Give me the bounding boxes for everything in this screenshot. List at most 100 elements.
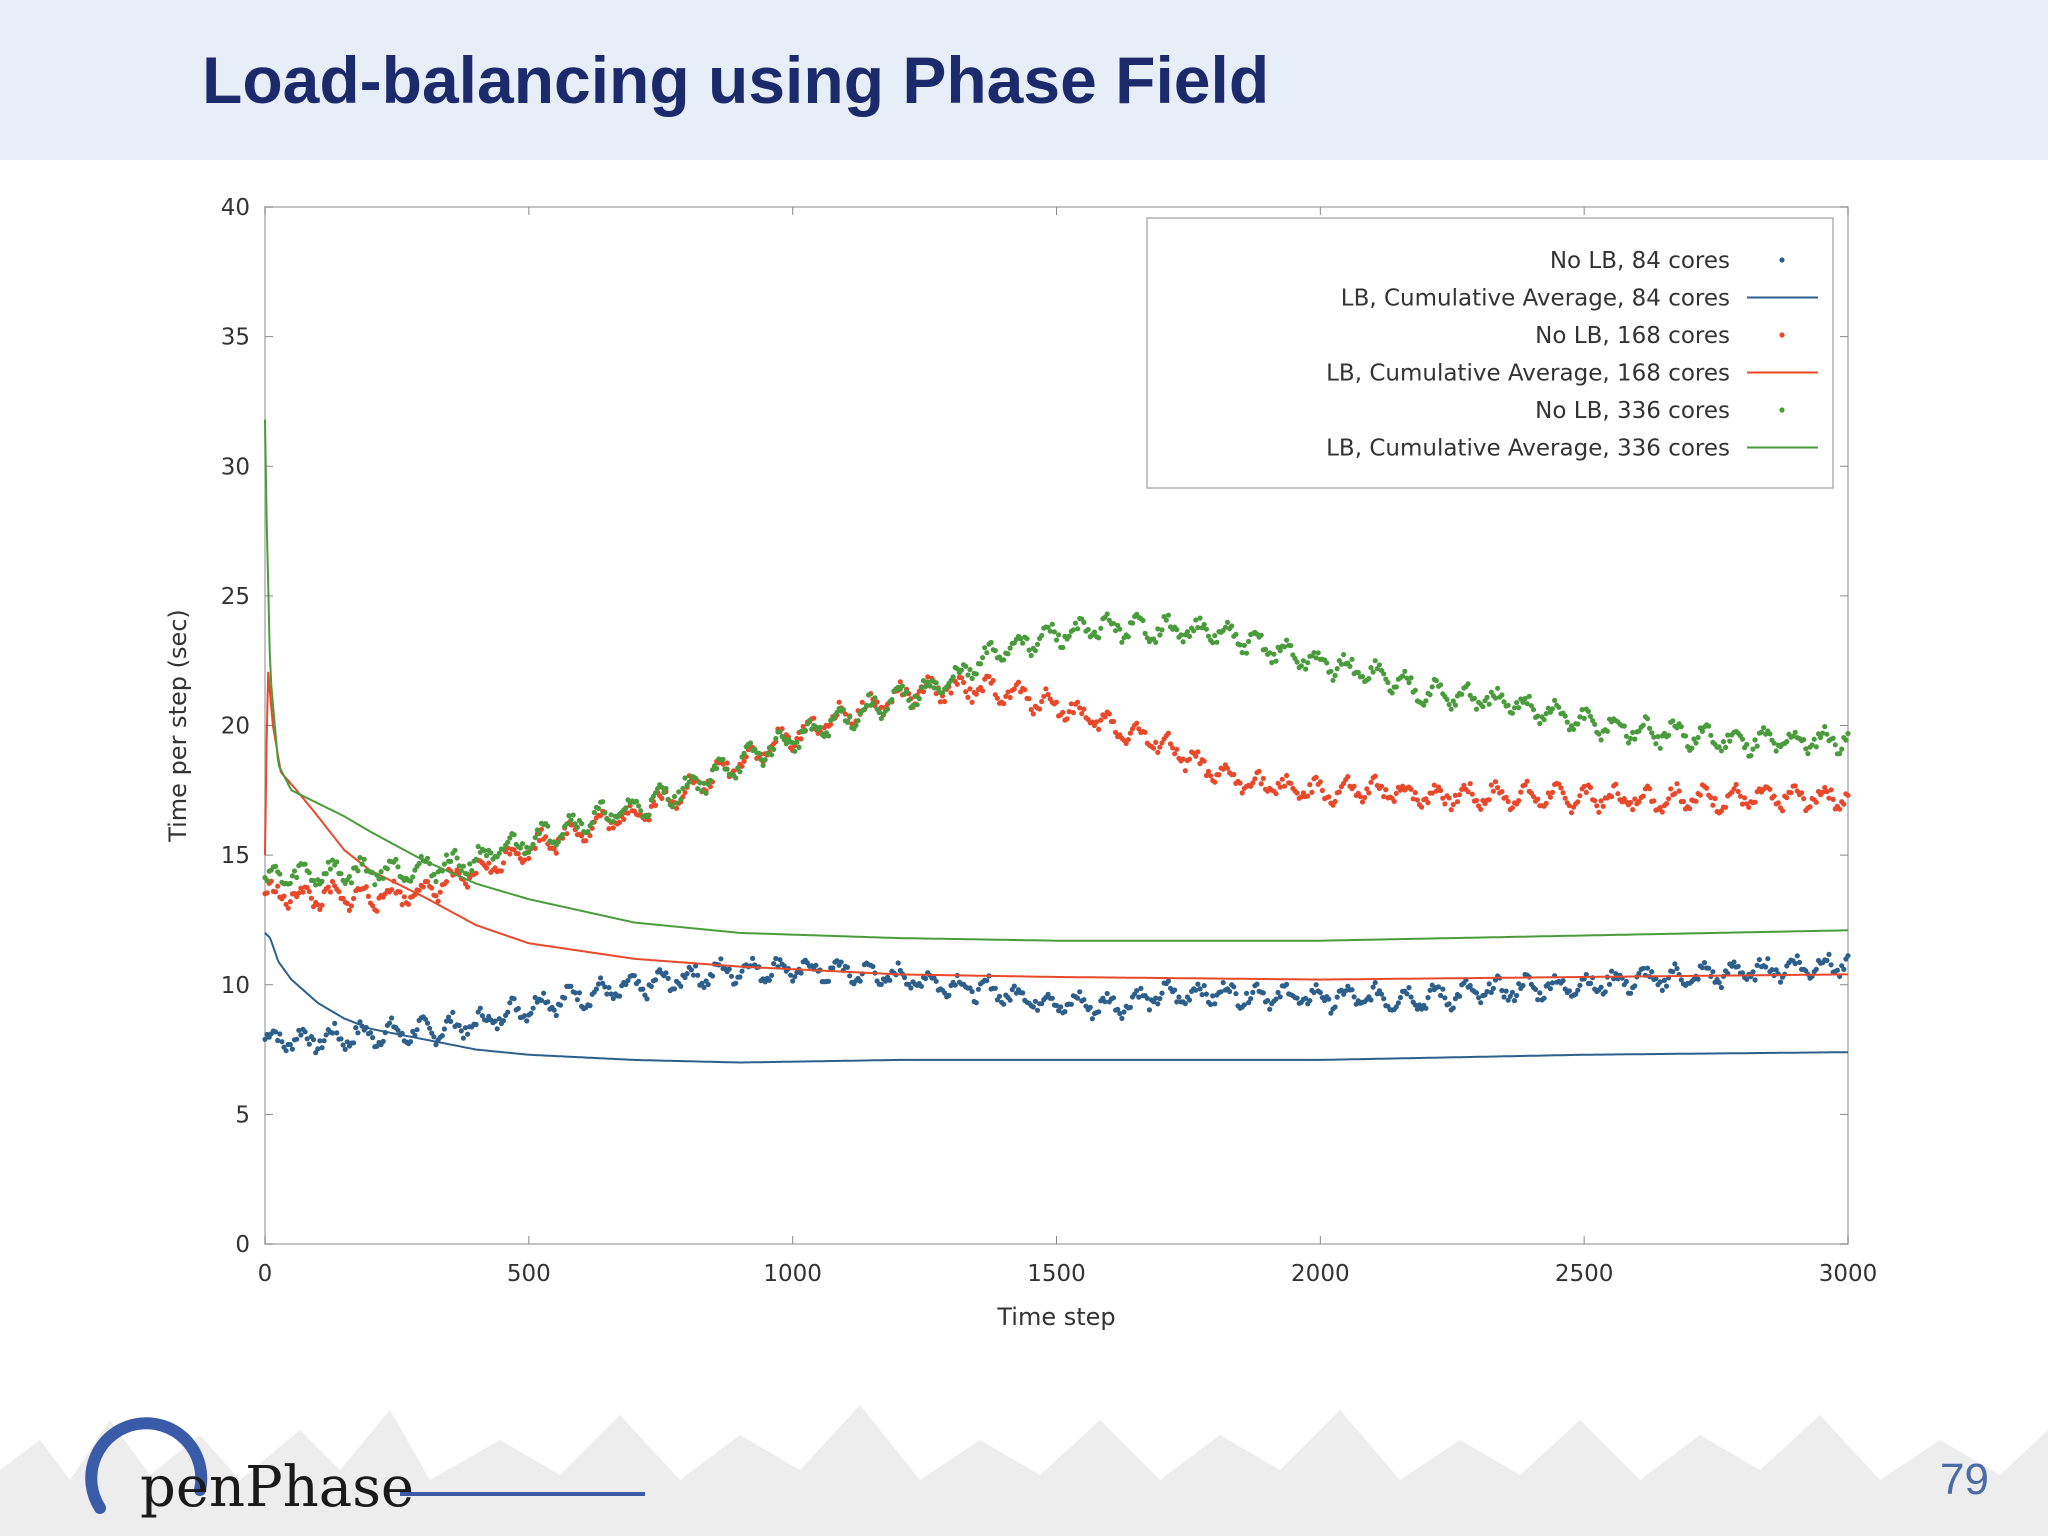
data-point	[1155, 626, 1161, 632]
data-point	[792, 748, 798, 754]
data-point	[652, 790, 659, 796]
data-point	[1676, 788, 1682, 794]
data-point	[1450, 698, 1456, 704]
data-point	[1408, 994, 1414, 1000]
data-point	[424, 879, 431, 885]
data-point	[555, 839, 562, 845]
data-point	[929, 678, 935, 684]
data-point	[1182, 768, 1188, 774]
data-point	[847, 714, 853, 720]
data-point	[1615, 791, 1621, 797]
data-point	[1621, 723, 1627, 729]
data-point	[1478, 806, 1484, 812]
data-point	[811, 715, 817, 721]
data-point	[405, 901, 412, 907]
data-point	[1651, 734, 1657, 740]
data-point	[844, 719, 851, 725]
data-point	[1668, 786, 1674, 792]
data-point	[1573, 991, 1579, 997]
data-point	[1794, 953, 1800, 959]
data-point	[1507, 993, 1513, 999]
data-point	[1098, 625, 1104, 631]
data-point	[709, 973, 716, 979]
data-point	[1585, 708, 1591, 715]
data-point	[1431, 782, 1437, 788]
data-point	[1406, 680, 1412, 686]
chart: 0 500 1000 1500 2000 2500 3000 0 5 10 15 20 25 30 35 40…	[164, 195, 1877, 1331]
data-point	[863, 702, 870, 709]
data-point	[870, 963, 876, 970]
data-point	[762, 757, 768, 763]
data-point	[475, 1009, 481, 1015]
data-point	[1837, 751, 1843, 757]
data-point	[1670, 718, 1676, 724]
data-point	[648, 983, 654, 990]
data-point	[1246, 638, 1252, 645]
data-point	[1505, 997, 1511, 1003]
data-point	[1324, 660, 1330, 666]
data-point	[1153, 639, 1159, 646]
data-point	[281, 893, 287, 899]
data-point	[408, 878, 414, 884]
data-point	[878, 981, 884, 988]
data-point	[1140, 617, 1146, 624]
data-point	[1284, 637, 1290, 643]
data-point	[1784, 739, 1790, 745]
data-point	[410, 874, 416, 880]
data-point	[646, 812, 652, 818]
data-point	[897, 679, 903, 685]
data-point	[1828, 787, 1834, 793]
data-point	[1404, 675, 1410, 681]
data-point	[359, 861, 365, 867]
data-point	[977, 661, 984, 667]
data-point	[1691, 736, 1697, 742]
data-point	[1583, 971, 1589, 978]
data-point	[325, 859, 331, 865]
data-point	[306, 870, 312, 876]
data-point	[1385, 679, 1391, 686]
data-point	[532, 835, 538, 841]
data-point	[336, 889, 342, 895]
data-point	[800, 723, 806, 730]
data-point	[1165, 612, 1171, 618]
data-point	[1341, 780, 1347, 787]
data-point	[861, 706, 868, 712]
data-point	[1359, 673, 1366, 680]
data-point	[709, 767, 716, 773]
data-point	[1807, 804, 1813, 810]
data-point	[1718, 748, 1724, 754]
data-point	[507, 851, 513, 857]
data-point	[1613, 781, 1619, 787]
data-point	[1037, 706, 1043, 712]
data-point	[264, 890, 270, 896]
data-point	[1687, 805, 1693, 812]
data-point	[380, 875, 386, 882]
data-point	[519, 841, 526, 847]
data-point	[1592, 721, 1598, 727]
data-point	[1328, 1010, 1334, 1016]
data-point	[1440, 795, 1446, 801]
data-point	[1575, 799, 1581, 805]
data-point	[703, 790, 709, 796]
data-point	[1526, 693, 1532, 700]
data-point	[484, 853, 490, 859]
data-point	[1524, 701, 1530, 707]
data-point	[1239, 790, 1245, 796]
data-point	[1313, 982, 1319, 988]
data-point	[317, 906, 323, 913]
data-point	[1102, 999, 1108, 1005]
data-point	[1075, 626, 1081, 632]
data-point	[961, 679, 967, 686]
data-point	[1763, 964, 1769, 970]
data-point	[431, 871, 437, 878]
data-point	[682, 974, 688, 981]
data-point	[625, 977, 631, 984]
data-point	[1450, 1005, 1456, 1011]
data-point	[1718, 808, 1724, 814]
data-point	[1480, 704, 1486, 710]
data-point	[1404, 991, 1410, 997]
data-point	[1448, 706, 1454, 712]
data-point	[1796, 959, 1803, 966]
data-point	[750, 955, 756, 962]
data-point	[1592, 798, 1598, 804]
